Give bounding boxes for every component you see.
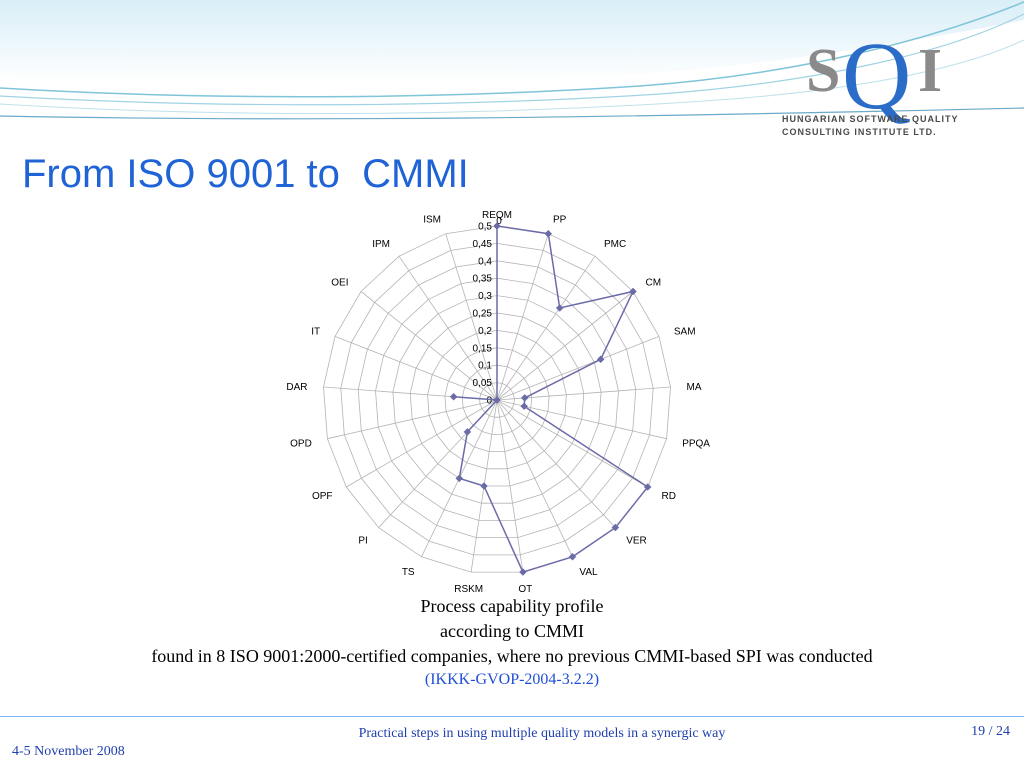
radar-category-label: PMC (604, 239, 626, 250)
radar-data-point (520, 402, 528, 411)
radar-data-point (596, 355, 605, 364)
radar-tick-label: 0,1 (478, 361, 492, 372)
radar-axis-spoke (496, 399, 616, 528)
radar-axis-spoke (496, 399, 524, 573)
radar-category-label: OT (518, 584, 532, 594)
radar-grid-ring (392, 295, 602, 504)
footer-date: 4-5 November 2008 (12, 744, 125, 759)
radar-series-line (453, 225, 649, 574)
radar-data-point (449, 392, 458, 401)
radar-grid-ring (444, 347, 550, 453)
radar-chart-svg: 0 0,05 0,1 0,15 0,2 0,25 0,3 0,35 0,4 0,45 0,5 0 RE… (286, 210, 710, 595)
radar-data-point (568, 552, 577, 561)
radar-category-label: PPQA (682, 438, 710, 449)
radar-category-label: CM (646, 278, 662, 289)
radar-category-label: MA (687, 382, 702, 393)
radar-tick-label: 0,3 (478, 291, 492, 302)
radar-tick-label: 0 (486, 396, 492, 407)
radar-category-label: RSKM (454, 584, 483, 594)
radar-axis-spoke (496, 291, 634, 401)
radar-data-point (455, 474, 464, 483)
radar-axis-spoke (327, 399, 498, 440)
radar-grid-ring (461, 364, 533, 435)
radar-tick-label: 0,4 (478, 256, 492, 267)
radar-tick-label: 0,5 (478, 222, 492, 233)
radar-data-point (611, 523, 620, 532)
radar-data-point (520, 394, 529, 402)
caption-line-1: Process capability profile (420, 596, 604, 616)
radar-chart: 0 0,05 0,1 0,15 0,2 0,25 0,3 0,35 0,4 0,45 0,5 0 RE… (261, 198, 733, 595)
radar-series (449, 222, 652, 576)
radar-category-label: IT (311, 327, 320, 338)
radar-axis-spoke (496, 233, 549, 401)
caption-source: (IKKK-GVOP-2004-3.2.2) (424, 671, 600, 688)
radar-category-label: IPM (372, 239, 390, 250)
radar-axis-spoke (496, 399, 648, 488)
caption-line-2: according to CMMI (440, 621, 584, 641)
radar-category-label: DAR (286, 382, 307, 393)
radar-data-point (493, 222, 501, 230)
radar-tick-label: 0,05 (473, 378, 493, 389)
radar-category-label: RD (662, 491, 676, 502)
header-swoosh-decoration (0, 0, 1024, 120)
radar-grid-ring (357, 260, 637, 539)
radar-grid-ring (375, 277, 619, 521)
caption-line-3: found in 8 ISO 9001:2000-certified compa… (151, 646, 873, 666)
radar-category-label: OPD (290, 438, 312, 449)
radar-category-label: TS (402, 567, 415, 578)
radar-data-point (493, 396, 501, 404)
radar-tick-label: 0,15 (473, 343, 493, 354)
radar-grid-ring (479, 382, 515, 418)
radar-category-label: OEI (331, 278, 348, 289)
radar-data-point (629, 287, 637, 296)
logo-letter-s: S (806, 37, 841, 105)
radar-tick-labels: 0 0,05 0,1 0,15 0,2 0,25 0,3 0,35 0,4 0,45 0,5 0 (473, 216, 503, 407)
radar-axis-top-label: 0 (496, 216, 502, 227)
radar-category-label: OPF (312, 491, 333, 502)
footer-presentation-title: Practical steps in using multiple qualit… (358, 726, 726, 741)
radar-axis-spoke (496, 399, 573, 557)
radar-data-point (544, 229, 553, 238)
footer-divider (0, 716, 1024, 717)
radar-axis-spoke (445, 233, 498, 401)
radar-category-labels: REQM PP PMC CM SAM MA PPQA RD VER VAL OT RSKM TS PI OP… (286, 210, 710, 595)
radar-category-label: VER (626, 535, 647, 546)
radar-grid-ring (323, 225, 671, 573)
radar-category-label: PP (553, 214, 567, 225)
radar-data-point (643, 483, 652, 491)
radar-data-point (555, 304, 564, 312)
slide-title: From ISO 9001 to CMMI (22, 152, 469, 196)
radar-axis-spoke (360, 291, 498, 401)
footer-page-number: 19 / 24 (971, 724, 1010, 739)
logo-subtitle-line2: CONSULTING INSTITUTE LTD. (782, 127, 937, 137)
logo-letter-i: I (918, 37, 943, 105)
radar-grid-ring (409, 312, 585, 487)
logo-subtitle-line1: HUNGARIAN SOFTWARE QUALITY (782, 114, 959, 124)
radar-data-point (480, 482, 488, 490)
radar-axis-spoke (334, 336, 498, 401)
company-logo: S Q I HUNGARIAN SOFTWARE QUALITY CONSULT… (782, 22, 990, 140)
radar-tick-label: 0,2 (478, 326, 492, 337)
logo-letter-q: Q (842, 22, 912, 129)
radar-tick-label: 0,35 (473, 274, 493, 285)
radar-data-point (519, 568, 527, 576)
radar-tick-label: 0,45 (473, 239, 493, 250)
radar-category-label: ISM (423, 214, 441, 225)
radar-tick-label: 0,25 (473, 309, 493, 320)
radar-grid-ring (340, 242, 654, 556)
radar-axis-spoke (398, 255, 498, 401)
radar-category-label: REQM (482, 210, 512, 221)
radar-axis-spoke (496, 255, 596, 401)
radar-grid-ring (427, 329, 567, 470)
radar-category-label: VAL (579, 567, 598, 578)
chart-caption: Process capability profile according to … (0, 594, 1024, 691)
radar-axis-spoke (496, 336, 660, 401)
radar-axis-spoke (346, 399, 498, 488)
radar-category-label: SAM (674, 327, 696, 338)
radar-category-label: PI (358, 535, 367, 546)
radar-data-point (463, 428, 472, 436)
